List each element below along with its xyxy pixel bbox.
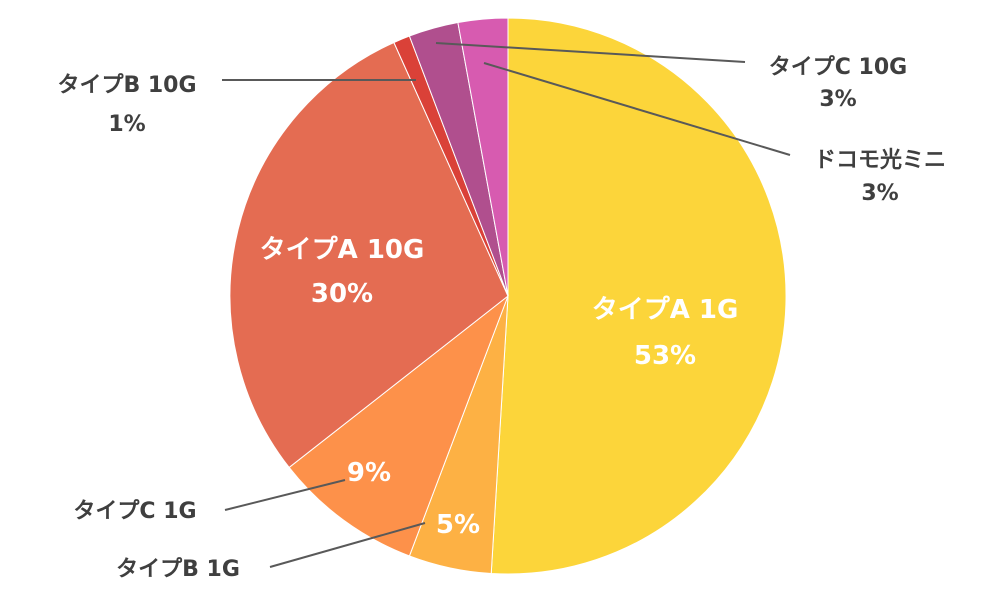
slice-pct-type-c-10g: 3% [819, 87, 856, 112]
pie-slice-2 [288, 294, 510, 557]
slice-label-type-b-1g: タイプB 1G [116, 557, 240, 582]
leader-line-type-c-10g [435, 42, 746, 63]
slice-label-type-a-1g: タイプA 1G [592, 295, 739, 325]
pie-slice-0 [490, 17, 787, 575]
slice-label-docomo-mini: ドコモ光ミニ [814, 148, 946, 173]
leader-line-type-c-1g [224, 479, 346, 511]
slice-pct-type-a-1g: 53% [634, 341, 696, 371]
slice-label-type-a-10g: タイプA 10G [260, 235, 425, 265]
slice-pct-type-b-10g: 1% [108, 112, 145, 137]
slice-label-type-b-10g: タイプB 10G [57, 73, 196, 98]
slice-label-type-c-1g: タイプC 1G [73, 499, 196, 524]
leader-line-type-b-1g [269, 522, 426, 568]
leader-lines [222, 42, 791, 568]
slice-pct-type-c-1g: 9% [347, 458, 391, 488]
leader-line-docomo-mini [483, 62, 791, 156]
slice-pct-type-a-10g: 30% [311, 279, 373, 309]
pie-slice-6 [457, 17, 509, 297]
pie-slices [229, 17, 787, 575]
slice-pct-docomo-mini: 3% [861, 181, 898, 206]
slice-label-type-c-10g: タイプC 10G [769, 55, 907, 80]
pie-slice-3 [229, 41, 509, 469]
slice-pct-type-b-1g: 5% [436, 510, 480, 540]
